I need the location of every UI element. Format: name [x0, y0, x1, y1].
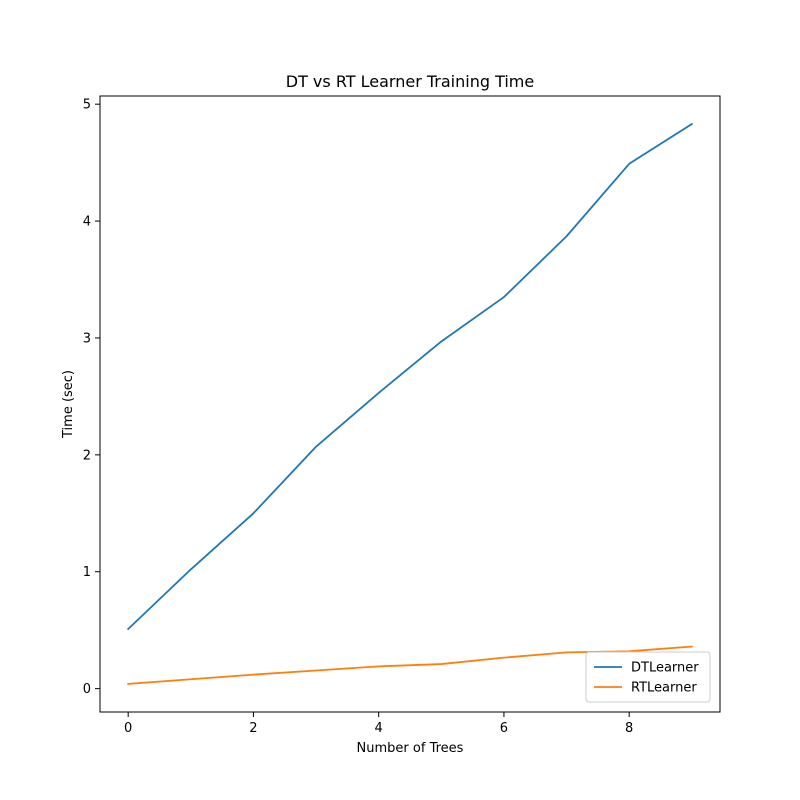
legend: DTLearner RTLearner [585, 651, 711, 703]
y-tick-label: 0 [83, 682, 91, 697]
y-tick-label: 4 [83, 215, 91, 230]
y-tick-label: 3 [83, 331, 91, 346]
x-tick-label: 6 [500, 721, 508, 736]
axes-frame [99, 95, 721, 713]
y-tick-label: 1 [83, 565, 91, 580]
y-tick-label: 5 [83, 98, 91, 113]
y-axis-label: Time (sec) [61, 370, 76, 439]
x-tick-label: 4 [375, 721, 383, 736]
chart-title: DT vs RT Learner Training Time [286, 72, 534, 91]
y-tick-label: 2 [83, 448, 91, 463]
x-tick-label: 8 [625, 721, 633, 736]
legend-label-dtlearner: DTLearner [631, 661, 699, 676]
legend-label-rtlearner: RTLearner [631, 681, 697, 696]
x-tick-label: 0 [124, 721, 132, 736]
plot-area: 0 2 4 6 8 0 1 2 3 4 5 [83, 95, 721, 736]
legend-box [585, 651, 711, 703]
x-axis-label: Number of Trees [357, 741, 464, 756]
series-line-dtlearner [126, 122, 694, 631]
x-tick-label: 2 [249, 721, 257, 736]
